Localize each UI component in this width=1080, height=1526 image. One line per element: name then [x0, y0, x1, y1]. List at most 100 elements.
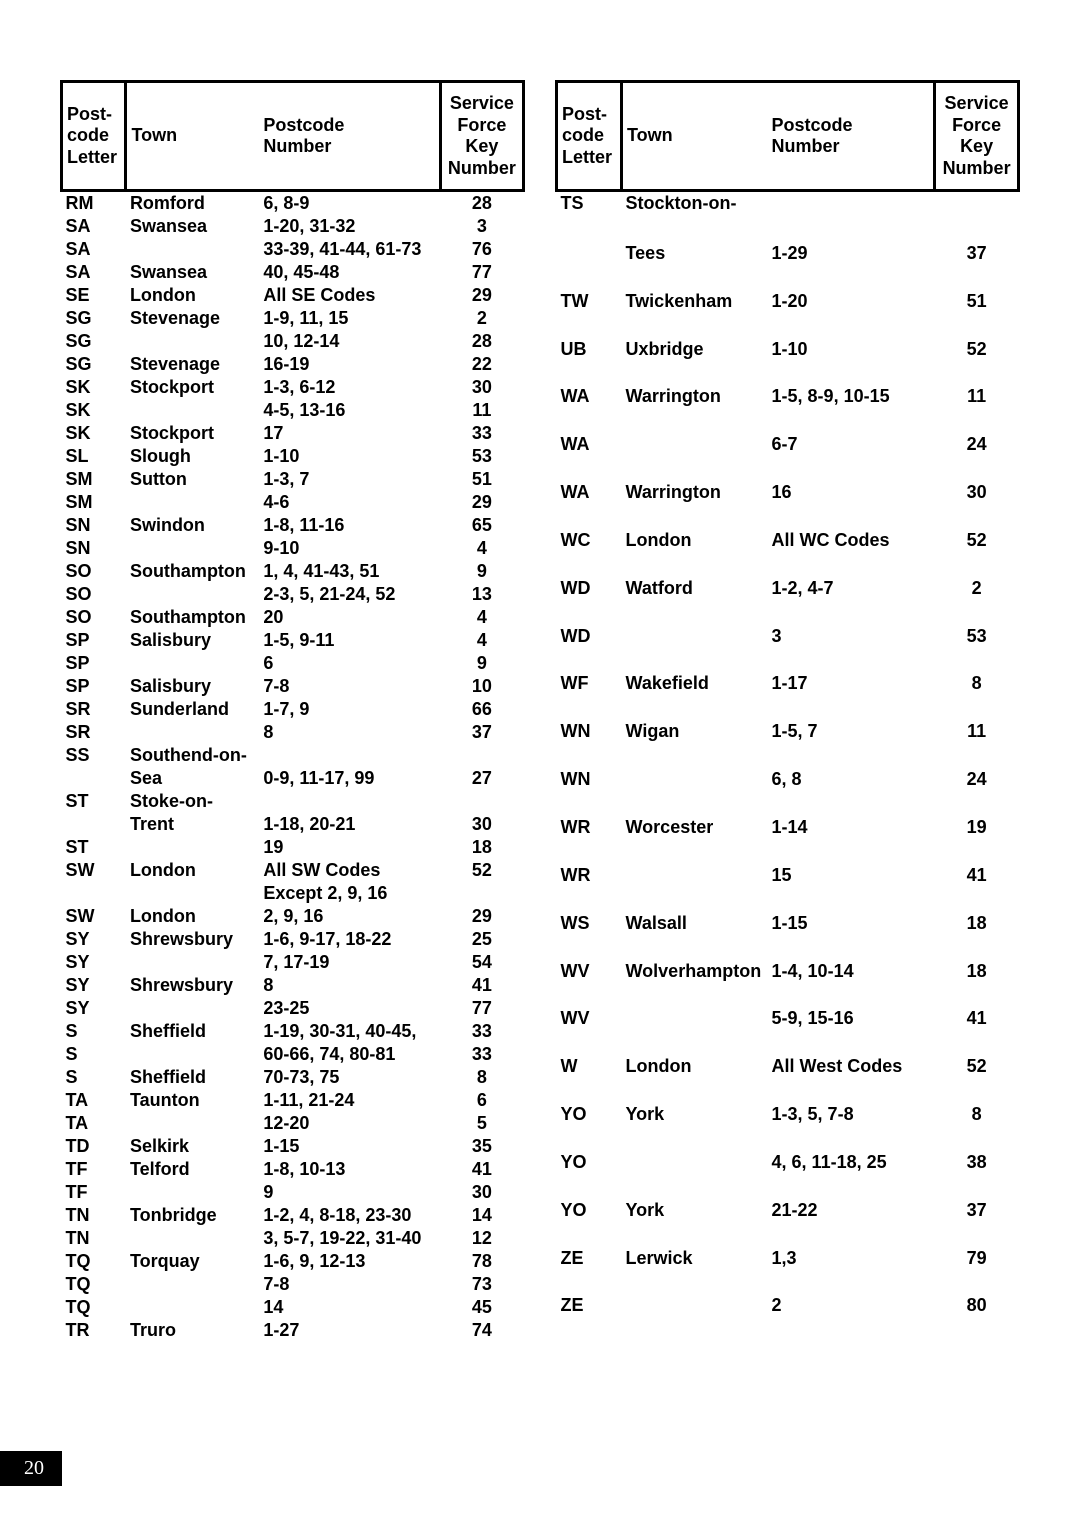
- cell-key: 41: [935, 864, 1019, 912]
- cell-town: Salisbury: [126, 629, 259, 652]
- cell-letter: SW: [62, 905, 126, 928]
- cell-key: 27: [440, 767, 523, 790]
- cell-town: Stoke-on-: [126, 790, 259, 813]
- cell-letter: SG: [62, 330, 126, 353]
- cell-letter: TN: [62, 1204, 126, 1227]
- cell-postcode: 8: [259, 974, 440, 997]
- cell-key: 37: [935, 242, 1019, 290]
- cell-key: 29: [440, 491, 523, 514]
- cell-letter: SK: [62, 422, 126, 445]
- cell-letter: ZE: [557, 1294, 622, 1342]
- cell-town: Wolverhampton: [622, 960, 768, 1008]
- table-row: Tees1-2937: [557, 242, 1019, 290]
- cell-key: 65: [440, 514, 523, 537]
- cell-letter: SK: [62, 399, 126, 422]
- cell-town: [126, 330, 259, 353]
- table-row: TF930: [62, 1181, 524, 1204]
- cell-postcode: [259, 790, 440, 813]
- cell-town: Shrewsbury: [126, 974, 259, 997]
- cell-town: [622, 864, 768, 912]
- cell-letter: ST: [62, 790, 126, 813]
- table-row: SN9-104: [62, 537, 524, 560]
- cell-postcode: 16-19: [259, 353, 440, 376]
- cell-key: 4: [440, 606, 523, 629]
- cell-key: 2: [935, 577, 1019, 625]
- cell-letter: TS: [557, 191, 622, 242]
- header-town: Town: [126, 82, 259, 191]
- cell-postcode: 1-2, 4-7: [768, 577, 935, 625]
- cell-town: Stockton-on-: [622, 191, 768, 242]
- cell-postcode: 1-27: [259, 1319, 440, 1342]
- table-row: SRSunderland1-7, 966: [62, 698, 524, 721]
- cell-town: Selkirk: [126, 1135, 259, 1158]
- cell-town: [126, 1273, 259, 1296]
- cell-postcode: 1-3, 7: [259, 468, 440, 491]
- cell-town: [622, 1294, 768, 1342]
- cell-postcode: 15: [768, 864, 935, 912]
- table-row: WNWigan1-5, 711: [557, 720, 1019, 768]
- cell-key: 52: [935, 1055, 1019, 1103]
- table-row: WA6-724: [557, 433, 1019, 481]
- cell-key: 53: [935, 625, 1019, 673]
- right-table: Post-codeLetter Town PostcodeNumber Serv…: [555, 80, 1020, 1342]
- cell-town: London: [126, 859, 259, 882]
- cell-postcode: 1-5, 9-11: [259, 629, 440, 652]
- table-row: SA33-39, 41-44, 61-7376: [62, 238, 524, 261]
- cell-key: 28: [440, 191, 523, 216]
- cell-key: 41: [440, 974, 523, 997]
- cell-key: 29: [440, 284, 523, 307]
- table-row: TSStockton-on-: [557, 191, 1019, 242]
- cell-key: 3: [440, 215, 523, 238]
- table-row: TATaunton1-11, 21-246: [62, 1089, 524, 1112]
- cell-postcode: 9-10: [259, 537, 440, 560]
- cell-letter: SW: [62, 859, 126, 882]
- cell-postcode: 6, 8: [768, 768, 935, 816]
- cell-key: 33: [440, 1043, 523, 1066]
- cell-town: [126, 652, 259, 675]
- cell-town: Stevenage: [126, 307, 259, 330]
- cell-town: Stevenage: [126, 353, 259, 376]
- table-row: SWLondonAll SW Codes52: [62, 859, 524, 882]
- cell-postcode: 2, 9, 16: [259, 905, 440, 928]
- cell-town: London: [622, 1055, 768, 1103]
- table-row: WDWatford1-2, 4-72: [557, 577, 1019, 625]
- cell-key: 79: [935, 1247, 1019, 1295]
- cell-letter: YO: [557, 1103, 622, 1151]
- cell-postcode: 0-9, 11-17, 99: [259, 767, 440, 790]
- cell-key: 14: [440, 1204, 523, 1227]
- cell-letter: SA: [62, 238, 126, 261]
- cell-postcode: All West Codes: [768, 1055, 935, 1103]
- cell-town: [126, 238, 259, 261]
- table-row: SMSutton1-3, 751: [62, 468, 524, 491]
- cell-postcode: 1-11, 21-24: [259, 1089, 440, 1112]
- cell-letter: WA: [557, 385, 622, 433]
- cell-postcode: 1-20, 31-32: [259, 215, 440, 238]
- table-row: TA12-205: [62, 1112, 524, 1135]
- table-row: TDSelkirk1-1535: [62, 1135, 524, 1158]
- cell-postcode: 1,3: [768, 1247, 935, 1295]
- cell-letter: WV: [557, 960, 622, 1008]
- cell-town: [622, 1151, 768, 1199]
- cell-postcode: 1-20: [768, 290, 935, 338]
- table-row: WAWarrington1-5, 8-9, 10-1511: [557, 385, 1019, 433]
- cell-town: Sunderland: [126, 698, 259, 721]
- cell-postcode: 4, 6, 11-18, 25: [768, 1151, 935, 1199]
- cell-key: 80: [935, 1294, 1019, 1342]
- cell-town: Taunton: [126, 1089, 259, 1112]
- cell-letter: TR: [62, 1319, 126, 1342]
- cell-letter: SO: [62, 583, 126, 606]
- cell-town: [126, 836, 259, 859]
- cell-town: [126, 537, 259, 560]
- cell-letter: SN: [62, 514, 126, 537]
- cell-postcode: 1-9, 11, 15: [259, 307, 440, 330]
- cell-letter: YO: [557, 1151, 622, 1199]
- cell-letter: RM: [62, 191, 126, 216]
- table-row: WAWarrington1630: [557, 481, 1019, 529]
- cell-key: 37: [935, 1199, 1019, 1247]
- cell-town: Truro: [126, 1319, 259, 1342]
- cell-town: Watford: [622, 577, 768, 625]
- header-postcode: PostcodeNumber: [768, 82, 935, 191]
- cell-letter: SY: [62, 974, 126, 997]
- cell-key: 45: [440, 1296, 523, 1319]
- cell-postcode: 10, 12-14: [259, 330, 440, 353]
